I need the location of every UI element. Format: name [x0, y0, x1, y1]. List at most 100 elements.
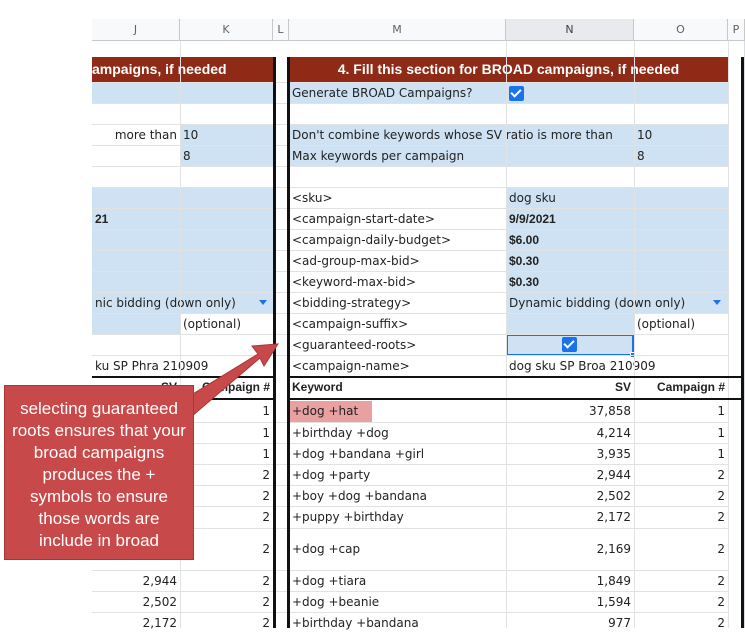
left-adgroup-cell[interactable]	[92, 251, 273, 272]
campaign-cell: 2	[717, 595, 725, 609]
left-sku-cell[interactable]	[92, 188, 273, 209]
campaign-column-header: Campaign #	[656, 380, 725, 394]
guaranteed-roots-checkbox[interactable]	[562, 337, 577, 352]
gridline	[92, 464, 728, 465]
sv-cell: 4,214	[596, 426, 631, 440]
param-bidding-strategy-label: <bidding-strategy>	[292, 296, 412, 310]
left-suffix-note: (optional)	[183, 317, 241, 331]
sv-cell: 2,502	[596, 489, 631, 503]
left-date-cell[interactable]: 21	[92, 209, 273, 230]
keyword-cell: +dog +bandana +girl	[292, 447, 425, 461]
gridline	[92, 145, 728, 146]
generate-broad-label: Generate BROAD Campaigns?	[292, 86, 473, 100]
param-suffix-note: (optional)	[637, 317, 695, 331]
left-keyword-bid-cell[interactable]	[92, 272, 273, 293]
sv-cell: 977	[608, 616, 631, 630]
gridline	[92, 187, 728, 188]
left-campaign-value: 2	[262, 468, 270, 482]
keyword-cell: +boy +dog +bandana	[292, 489, 427, 503]
sv-cell: 37,858	[589, 404, 631, 418]
left-section-header: ampaigns, if needed	[92, 57, 273, 82]
gridline	[92, 229, 728, 230]
param-sku-label: <sku>	[292, 191, 333, 205]
gridline	[92, 612, 728, 613]
left-combine-value[interactable]: 10	[180, 125, 273, 146]
gridline	[92, 166, 728, 167]
param-keyword-bid-value[interactable]: $0.30	[506, 272, 728, 293]
keyword-cell: +dog +tiara	[292, 574, 367, 588]
left-sv-value: 2,502	[142, 595, 177, 609]
campaign-cell: 2	[717, 468, 725, 482]
highlighted-keyword-cell	[289, 401, 372, 423]
toolbar-gap	[0, 0, 745, 19]
param-start-date-value[interactable]: 9/9/2021	[506, 209, 728, 230]
section-border	[741, 57, 744, 628]
column-header-m[interactable]: M	[289, 19, 506, 41]
generate-broad-checkbox[interactable]	[509, 86, 524, 101]
left-suffix-cell[interactable]	[92, 314, 180, 335]
left-campaign-value: 1	[262, 426, 270, 440]
gridline	[92, 271, 728, 272]
sv-column-header: SV	[614, 380, 631, 394]
column-header-j[interactable]: J	[92, 19, 180, 41]
column-header-n[interactable]: N	[506, 19, 634, 41]
annotation-text: selecting guaranteed roots ensures that …	[12, 399, 186, 550]
section-border	[289, 376, 741, 378]
section-border	[273, 57, 276, 628]
section-border	[92, 376, 273, 378]
gridline	[92, 570, 728, 571]
max-keywords-value[interactable]: 8	[634, 146, 728, 167]
gridline	[92, 250, 728, 251]
annotation-callout: selecting guaranteed roots ensures that …	[4, 385, 194, 560]
column-header-p[interactable]: P	[728, 19, 745, 41]
campaign-cell: 1	[717, 404, 725, 418]
left-max-value[interactable]: 8	[180, 146, 273, 167]
left-campaign-value: 2	[262, 489, 270, 503]
campaign-cell: 1	[717, 426, 725, 440]
sv-cell: 2,169	[596, 542, 631, 556]
gridline	[92, 443, 728, 444]
gridline	[92, 124, 728, 125]
column-header-o[interactable]: O	[634, 19, 728, 41]
gridline	[92, 208, 728, 209]
sv-cell: 3,935	[596, 447, 631, 461]
left-combine-label: more than	[114, 128, 177, 142]
broad-section-header: 4. Fill this section for BROAD campaigns…	[289, 57, 728, 82]
param-campaign-name-value: dog sku SP Broa 210909	[509, 359, 656, 373]
generate-broad-value-cell[interactable]	[506, 83, 728, 104]
sv-cell: 1,849	[596, 574, 631, 588]
param-sku-value[interactable]: dog sku	[506, 188, 728, 209]
gridline	[92, 591, 728, 592]
left-sv-value: 2,172	[142, 616, 177, 630]
left-sv-value: 2,944	[142, 574, 177, 588]
left-campaign-value: 1	[262, 447, 270, 461]
sv-cell: 2,944	[596, 468, 631, 482]
param-ad-group-bid-value[interactable]: $0.30	[506, 251, 728, 272]
combine-ratio-label: Don't combine keywords whose SV ratio is…	[289, 125, 634, 146]
param-daily-budget-value[interactable]: $6.00	[506, 230, 728, 251]
gridline	[728, 41, 729, 628]
keyword-cell: +dog +hat	[292, 404, 359, 418]
column-header-l[interactable]: L	[273, 19, 289, 41]
param-keyword-bid-label: <keyword-max-bid>	[292, 275, 416, 289]
param-campaign-name-label: <campaign-name>	[292, 359, 410, 373]
sv-cell: 1,594	[596, 595, 631, 609]
left-campaign-value: 2	[262, 616, 270, 630]
column-header-k[interactable]: K	[180, 19, 273, 41]
combine-ratio-value[interactable]: 10	[634, 125, 728, 146]
left-budget-cell[interactable]	[92, 230, 273, 251]
left-generate-cell[interactable]	[92, 83, 273, 104]
keyword-column-header: Keyword	[292, 380, 343, 394]
gridline	[92, 485, 728, 486]
left-bidding-cell[interactable]: nic bidding (down only)	[92, 293, 273, 314]
param-suffix-value[interactable]	[506, 314, 634, 335]
bidding-dropdown-icon[interactable]	[713, 300, 721, 305]
campaign-cell: 2	[717, 510, 725, 524]
left-bidding-dropdown-icon[interactable]	[259, 300, 267, 305]
left-campaign-value: 2	[262, 542, 270, 556]
gridline	[92, 334, 728, 335]
param-bidding-strategy-select[interactable]: Dynamic bidding (down only)	[506, 293, 728, 314]
sv-cell: 2,172	[596, 510, 631, 524]
campaign-cell: 2	[717, 616, 725, 630]
param-ad-group-bid-label: <ad-group-max-bid>	[292, 254, 420, 268]
